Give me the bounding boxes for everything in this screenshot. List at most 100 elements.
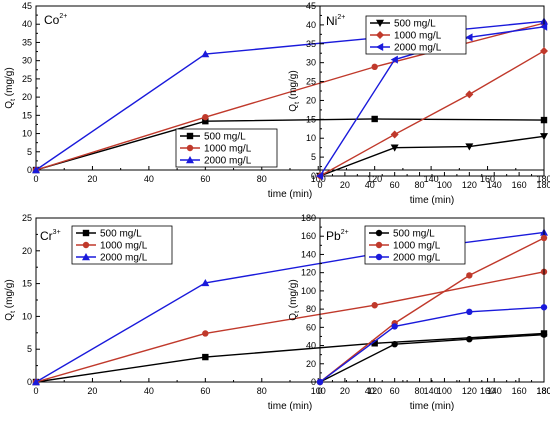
series-line-2 <box>35 271 545 383</box>
x-tick-label: 120 <box>462 386 477 396</box>
x-tick-label: 80 <box>415 180 425 190</box>
data-point <box>391 323 398 330</box>
y-axis-label-sub: t <box>294 311 301 313</box>
y-axis-label-unit: (mg/g) <box>288 70 299 102</box>
x-tick-label: 60 <box>200 174 210 184</box>
x-tick-label: 80 <box>257 174 267 184</box>
y-tick-label: 45 <box>306 1 316 11</box>
x-tick-label: 20 <box>87 174 97 184</box>
y-axis-label-main: Q <box>288 104 299 112</box>
y-axis-label-main: Q <box>4 101 15 109</box>
y-tick-label: 100 <box>301 286 316 296</box>
y-tick-label: 35 <box>22 37 32 47</box>
legend-marker <box>186 132 194 140</box>
panel-label: Cr3+ <box>40 229 61 243</box>
data-point <box>390 55 398 64</box>
data-point <box>201 50 210 58</box>
data-point <box>371 115 378 123</box>
y-tick-label: 30 <box>22 56 32 66</box>
x-tick-label: 0 <box>317 180 322 190</box>
legend-entry: 500 mg/L <box>393 229 435 240</box>
x-tick-label: 120 <box>367 174 382 184</box>
y-tick-label: 40 <box>306 20 316 30</box>
legend-entry: 500 mg/L <box>394 19 436 30</box>
panel-label-charge: 2+ <box>337 14 345 21</box>
data-point <box>371 302 378 309</box>
x-tick-label: 140 <box>487 180 502 190</box>
data-point <box>202 117 209 125</box>
data-point <box>202 113 209 121</box>
x-tick-label: 100 <box>437 386 452 396</box>
legend-marker <box>376 43 384 51</box>
x-tick-label: 160 <box>480 174 495 184</box>
series-line-1 <box>35 332 545 383</box>
chart-panel-1: 0 20 40 60 80 100 120 140 160 1800510152025303540… <box>4 1 550 200</box>
x-tick-label: 160 <box>480 386 495 396</box>
legend-marker <box>376 19 384 27</box>
data-point <box>202 330 209 337</box>
chart-panel-4: 0 20 40 60 80 100 120 140 160 1800204060801001201… <box>288 213 550 412</box>
y-tick-label: 10 <box>22 311 32 321</box>
x-tick-label: 60 <box>390 386 400 396</box>
y-axis-label: Qt (mg/g) <box>288 70 301 111</box>
data-point <box>465 33 473 42</box>
panel-label-charge: 2+ <box>341 229 349 236</box>
data-point <box>390 144 399 152</box>
data-point <box>540 46 548 55</box>
y-tick-label: 35 <box>306 39 316 49</box>
legend-entry: 1000 mg/L <box>393 241 441 252</box>
legend-entry: 2000 mg/L <box>204 156 252 167</box>
data-point <box>466 308 473 316</box>
x-tick-label: 140 <box>424 174 439 184</box>
y-tick-label: 45 <box>22 1 32 11</box>
y-tick-label: 15 <box>306 114 316 124</box>
x-tick-label: 160 <box>512 180 527 190</box>
x-tick-label: 120 <box>367 386 382 396</box>
y-tick-label: 25 <box>22 213 32 223</box>
legend-entry: 1000 mg/L <box>394 31 442 42</box>
legend-entry: 1000 mg/L <box>100 241 148 252</box>
y-tick-label: 5 <box>311 152 316 162</box>
panel-label-element: Cr <box>40 229 53 243</box>
data-point <box>391 340 398 348</box>
x-tick-label: 100 <box>437 180 452 190</box>
series-line-3 <box>319 306 545 383</box>
legend-marker <box>375 253 383 261</box>
data-point <box>201 278 210 287</box>
y-tick-label: 15 <box>22 279 32 289</box>
y-axis-label-sub: t <box>10 99 17 101</box>
series-line-1 <box>35 118 545 171</box>
panel-label-element: Pb <box>326 229 341 243</box>
data-point <box>540 304 548 311</box>
y-tick-label: 0 <box>311 377 316 387</box>
x-tick-label: 100 <box>311 174 326 184</box>
legend-marker <box>82 241 90 249</box>
chart-panel-2: 0 20 40 60 80 100 120 140 160 1800510152025303540… <box>288 1 550 206</box>
x-tick-label: 140 <box>487 386 502 396</box>
y-axis-label-main: Q <box>4 313 15 321</box>
x-tick-label: 40 <box>365 386 375 396</box>
x-tick-label: 80 <box>257 386 267 396</box>
y-tick-label: 0 <box>27 165 32 175</box>
y-tick-label: 20 <box>306 95 316 105</box>
x-tick-label: 0 <box>33 174 38 184</box>
x-axis-label: time (min) <box>268 189 312 200</box>
legend-marker <box>375 229 383 237</box>
x-tick-label: 80 <box>415 386 425 396</box>
legend-marker <box>186 156 194 164</box>
legend-entry: 2000 mg/L <box>100 253 148 264</box>
x-tick-label: 40 <box>365 180 375 190</box>
x-axis-label: time (min) <box>410 195 454 206</box>
panel-label: Ni2+ <box>326 14 345 28</box>
x-tick-label: 60 <box>390 180 400 190</box>
legend-entry: 500 mg/L <box>204 132 246 143</box>
series-line-1 <box>319 333 545 383</box>
legend-entry: 500 mg/L <box>100 229 142 240</box>
data-point <box>371 63 378 71</box>
y-axis-label: Qt (mg/g) <box>288 279 301 320</box>
y-axis-label-sub: t <box>10 311 17 313</box>
x-tick-label: 40 <box>144 386 154 396</box>
y-axis-label-sub: t <box>294 102 301 104</box>
